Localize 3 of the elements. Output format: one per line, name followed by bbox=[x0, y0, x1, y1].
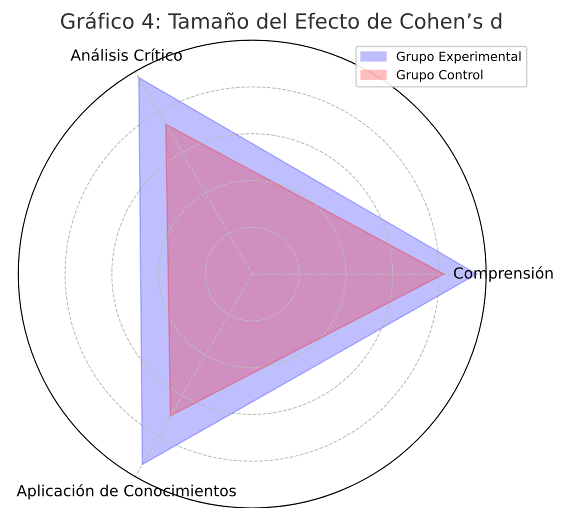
legend-label: Grupo Control bbox=[396, 70, 482, 82]
legend-label: Grupo Experimental bbox=[396, 51, 521, 64]
chart-title: Gráfico 4: Tamaño del Efecto de Cohen’s d bbox=[61, 12, 502, 29]
